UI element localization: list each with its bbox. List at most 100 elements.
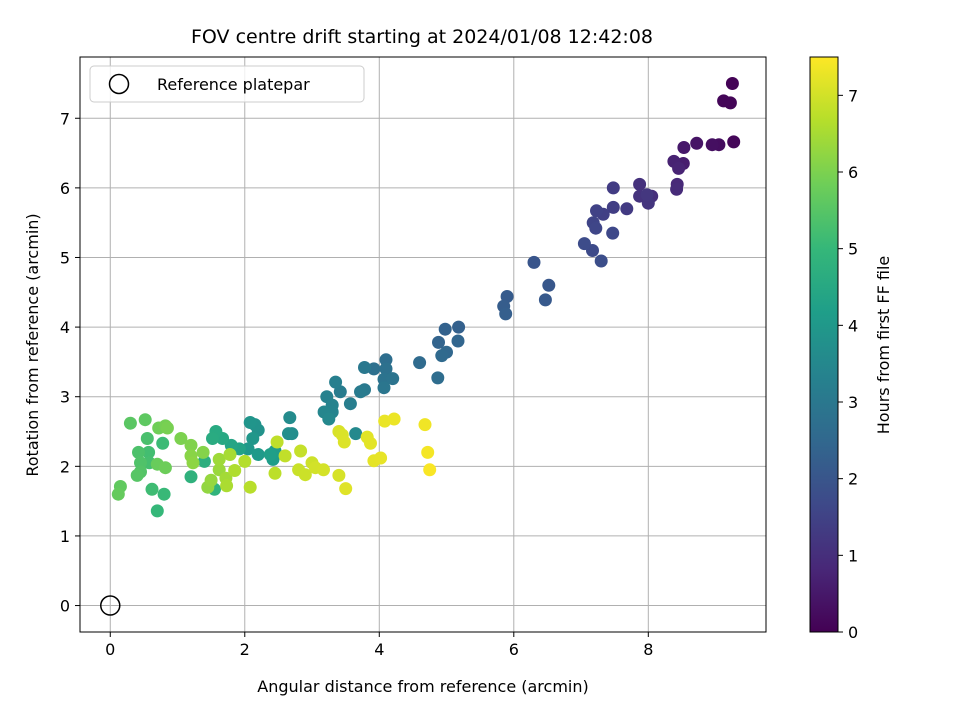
colorbar	[810, 57, 838, 632]
colorbar-tick-label: 7	[848, 86, 858, 105]
colorbar-tick-label: 1	[848, 546, 858, 565]
data-point	[138, 413, 152, 427]
data-point	[452, 320, 466, 334]
y-tick-label: 6	[60, 179, 70, 198]
y-tick-label: 0	[60, 597, 70, 616]
legend-box	[89, 65, 365, 103]
data-point	[196, 445, 210, 459]
data-point	[435, 349, 449, 363]
data-point	[184, 470, 198, 484]
data-point	[317, 463, 330, 477]
data-point	[364, 436, 377, 450]
data-point	[268, 466, 282, 480]
data-point	[333, 385, 347, 399]
data-point	[184, 438, 198, 452]
y-tick-label: 5	[60, 248, 70, 267]
data-point	[204, 473, 218, 487]
data-point	[577, 237, 591, 251]
colorbar-ticks: 0 1 2 3 4 5 6 7	[838, 86, 858, 642]
data-point	[246, 432, 260, 445]
data-point	[633, 177, 647, 191]
y-tick-label: 7	[60, 109, 70, 128]
data-point	[606, 200, 620, 214]
legend-label: Reference platepar	[157, 75, 310, 94]
data-point	[379, 362, 393, 376]
data-point	[337, 435, 351, 449]
data-point	[145, 482, 159, 496]
data-point	[431, 371, 445, 385]
data-point	[354, 385, 367, 399]
colorbar-tick-label: 5	[848, 240, 858, 259]
data-point	[705, 138, 719, 152]
data-point	[690, 136, 704, 150]
data-point	[111, 487, 125, 501]
data-point	[670, 182, 684, 196]
data-point	[349, 427, 363, 441]
colorbar-tick-label: 0	[848, 623, 858, 642]
data-point	[140, 432, 154, 445]
data-point	[298, 468, 312, 482]
data-point	[589, 221, 603, 235]
data-point	[358, 361, 371, 374]
legend-marker	[108, 73, 130, 95]
data-point	[620, 202, 634, 216]
data-point	[282, 427, 295, 441]
x-tick-label: 0	[105, 640, 115, 659]
x-tick-label: 4	[374, 640, 384, 659]
data-point	[294, 444, 308, 458]
data-point	[672, 161, 686, 175]
data-point	[499, 307, 513, 321]
reference-platepar-marker	[100, 595, 121, 616]
data-point	[386, 372, 400, 386]
x-tick-label: 8	[643, 640, 653, 659]
data-point	[332, 468, 346, 482]
legend: Reference platepar	[89, 65, 365, 103]
data-point	[238, 454, 252, 468]
x-axis-label: Angular distance from reference (arcmin)	[257, 677, 588, 696]
data-point	[132, 445, 145, 459]
colorbar-frame	[809, 56, 839, 633]
chart-title: FOV centre drift starting at 2024/01/08 …	[191, 26, 653, 48]
data-point	[223, 448, 237, 461]
data-point	[432, 335, 445, 349]
y-tick-label: 1	[60, 527, 70, 546]
data-point	[423, 463, 437, 477]
data-point	[717, 94, 731, 108]
data-point	[130, 468, 144, 482]
y-axis-label: Rotation from reference (arcmin)	[23, 213, 42, 476]
data-point	[379, 353, 393, 367]
scatter-points	[111, 77, 741, 518]
x-tick-label: 6	[509, 640, 519, 659]
data-point	[160, 421, 174, 435]
data-point	[538, 293, 552, 307]
data-point	[606, 226, 620, 240]
data-point	[206, 432, 219, 445]
data-point	[594, 254, 608, 268]
data-point	[243, 480, 257, 494]
data-point	[329, 375, 343, 389]
data-point	[186, 456, 200, 470]
colorbar-tick-label: 2	[848, 470, 858, 489]
data-point	[606, 181, 620, 195]
x-tick-label: 2	[240, 640, 250, 659]
data-point	[677, 141, 691, 154]
data-point	[270, 435, 284, 449]
data-point	[157, 487, 171, 501]
data-point	[174, 432, 188, 445]
y-axis-ticks: 0 1 2 3 4 5 6 7	[60, 109, 80, 616]
data-point	[243, 416, 257, 429]
data-point	[640, 188, 654, 202]
data-point	[142, 445, 156, 459]
colorbar-tick-label: 3	[848, 393, 858, 412]
plot-frame	[79, 56, 767, 633]
data-point	[421, 445, 435, 459]
y-tick-label: 3	[60, 388, 70, 407]
data-point	[283, 411, 297, 425]
data-point	[251, 448, 265, 461]
data-point	[158, 461, 172, 475]
data-point	[418, 418, 432, 432]
data-point	[134, 456, 147, 470]
data-point	[374, 451, 388, 465]
data-point	[156, 436, 170, 450]
grid-lines	[80, 57, 766, 632]
